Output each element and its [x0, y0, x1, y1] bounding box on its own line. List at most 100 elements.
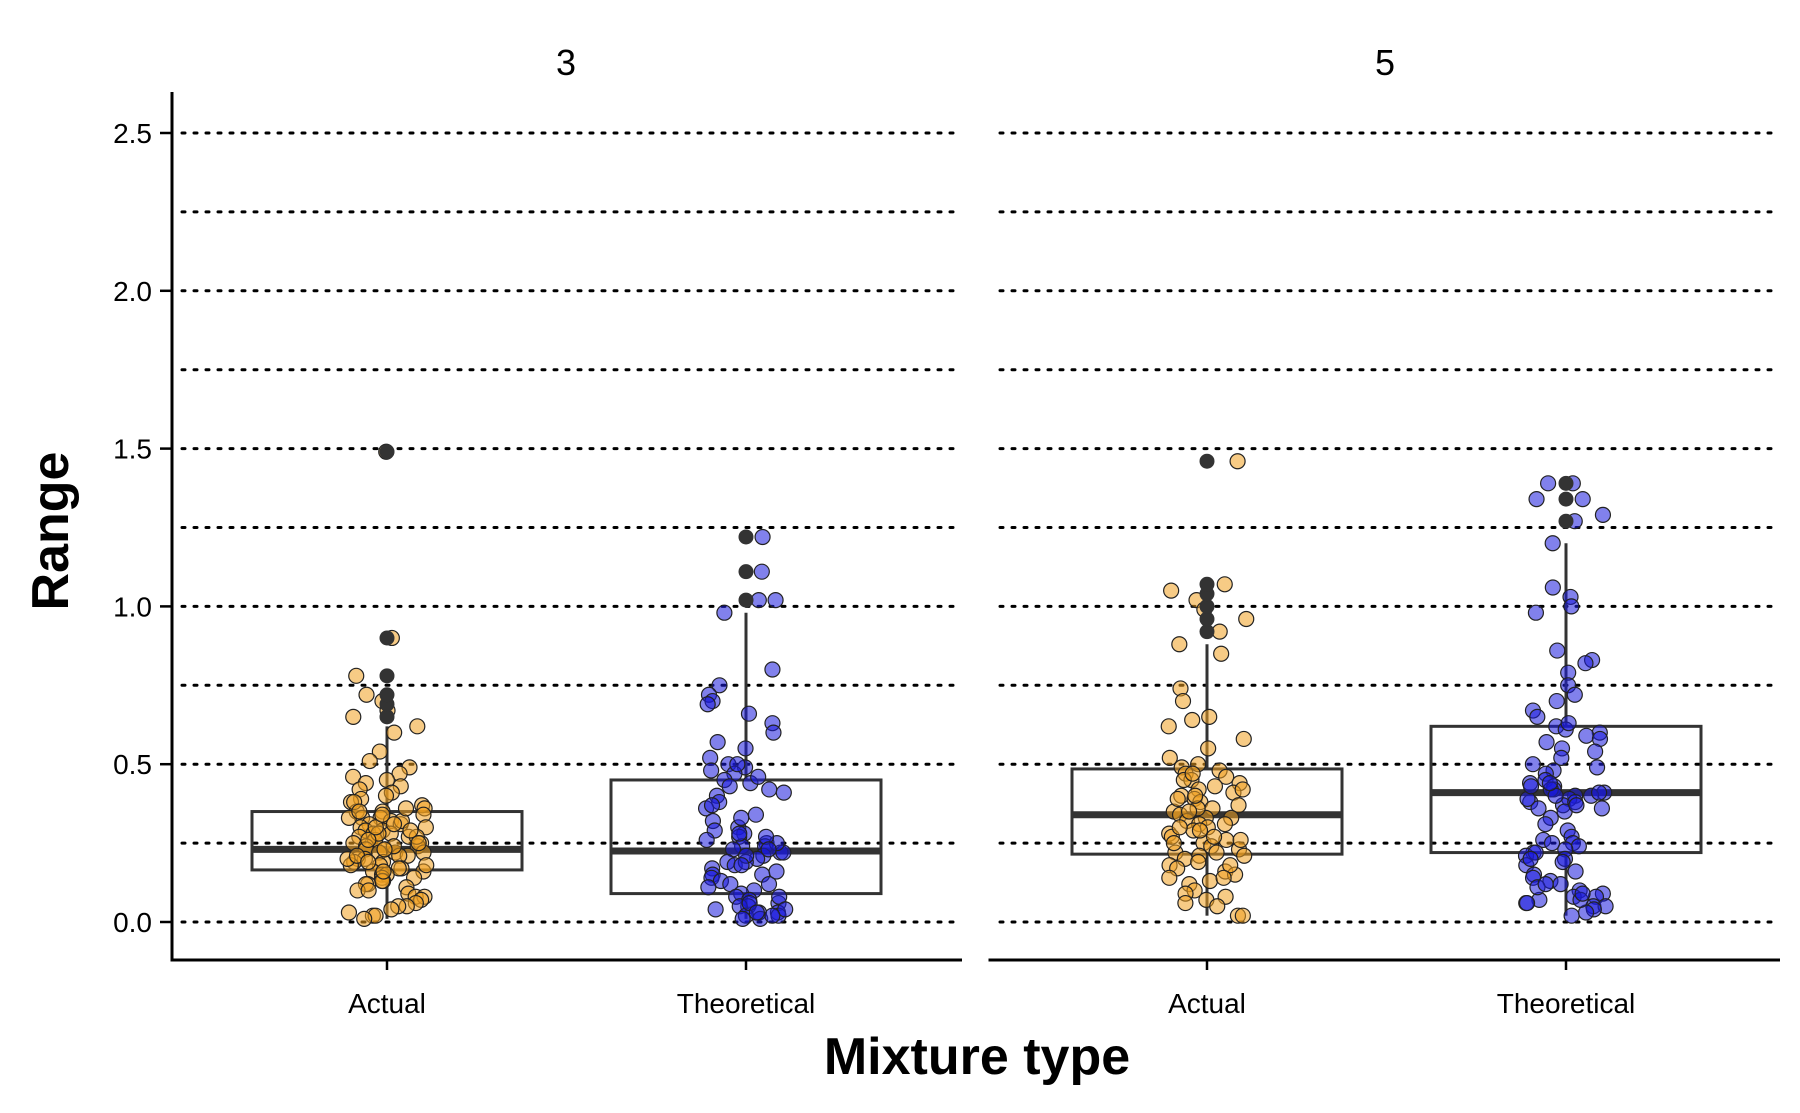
- data-point-theoretical: [1560, 715, 1577, 732]
- data-point-theoretical: [737, 740, 754, 757]
- y-tick-label: 0.0: [113, 907, 152, 938]
- data-point-theoretical: [747, 806, 765, 823]
- data-point-theoretical: [1587, 743, 1604, 760]
- data-point-theoretical: [734, 910, 751, 927]
- y-tick-label: 1.5: [113, 434, 152, 465]
- data-point-actual: [1161, 749, 1178, 766]
- data-point-actual: [360, 853, 377, 871]
- data-point-actual: [374, 806, 391, 823]
- y-tick-label: 1.0: [113, 591, 152, 622]
- data-point-actual: [1160, 718, 1177, 735]
- data-point-actual: [358, 686, 375, 703]
- outlier-point: [1199, 624, 1215, 640]
- data-point-actual: [1187, 787, 1204, 804]
- axes: [160, 92, 1780, 970]
- data-point-theoretical: [760, 841, 777, 858]
- data-point-actual: [376, 841, 393, 858]
- data-point-theoretical: [699, 696, 716, 713]
- data-point-theoretical: [1594, 506, 1612, 523]
- data-point-actual: [1161, 869, 1178, 886]
- data-point-theoretical: [709, 734, 726, 751]
- data-point-actual: [1184, 711, 1201, 729]
- data-point-theoretical: [1544, 535, 1561, 552]
- data-point-theoretical: [754, 528, 771, 546]
- data-point-actual: [1209, 898, 1226, 915]
- outlier-point: [1558, 475, 1574, 491]
- data-point-actual: [1236, 847, 1253, 864]
- data-point-actual: [1215, 869, 1232, 886]
- data-point-actual: [367, 819, 384, 836]
- data-point-actual: [1235, 730, 1252, 748]
- data-point-actual: [1165, 834, 1182, 852]
- data-point-actual: [1205, 828, 1223, 845]
- data-point-theoretical: [1544, 579, 1561, 596]
- y-tick-label: 0.5: [113, 749, 152, 780]
- data-point-theoretical: [1527, 604, 1545, 621]
- gridlines: [180, 131, 1780, 924]
- data-point-theoretical: [698, 831, 715, 849]
- data-point-theoretical: [1541, 775, 1559, 792]
- outlier-point: [1558, 513, 1574, 529]
- data-point-theoretical: [1529, 708, 1546, 725]
- data-point-actual: [1177, 894, 1194, 912]
- outlier-point: [1199, 598, 1215, 614]
- data-point-actual: [1238, 610, 1255, 628]
- data-point-actual: [360, 831, 377, 849]
- data-point-actual: [1234, 907, 1251, 924]
- outlier-point: [379, 687, 395, 703]
- outlier-point: [738, 592, 754, 608]
- data-point-theoretical: [760, 876, 778, 893]
- data-point-actual: [1206, 778, 1224, 795]
- outlier-point: [1558, 491, 1574, 507]
- data-point-actual: [385, 816, 403, 833]
- data-point-actual: [371, 743, 388, 760]
- boxplots: [250, 543, 1703, 919]
- data-point-theoretical: [764, 907, 781, 924]
- data-point-actual: [397, 800, 415, 817]
- panel-strip-label: 5: [1375, 42, 1395, 83]
- data-point-actual: [345, 708, 362, 725]
- data-point-actual: [1216, 816, 1234, 833]
- data-point-theoretical: [1538, 734, 1555, 751]
- data-point-actual: [340, 904, 358, 921]
- data-point-actual: [1213, 645, 1230, 662]
- data-point-actual: [1229, 453, 1246, 470]
- data-point-actual: [409, 718, 426, 735]
- data-point-theoretical: [1563, 907, 1580, 924]
- data-point-theoretical: [733, 809, 750, 826]
- data-point-actual: [361, 752, 378, 770]
- data-point-actual: [418, 857, 435, 874]
- data-point-theoretical: [750, 768, 767, 785]
- labels: Mixture type Range Actual Theoretical 3 Act…: [22, 42, 1635, 1086]
- data-point-actual: [356, 910, 373, 927]
- outlier-point: [379, 709, 395, 725]
- x-tick-label-theoretical: Theoretical: [1497, 988, 1636, 1019]
- data-point-theoretical: [740, 705, 758, 722]
- outlier-point: [738, 529, 754, 545]
- x-tick-label-theoretical: Theoretical: [677, 988, 816, 1019]
- data-point-actual: [1191, 822, 1209, 839]
- data-point-theoretical: [1554, 853, 1571, 871]
- data-point-actual: [1180, 803, 1198, 820]
- data-point-theoretical: [1537, 816, 1554, 833]
- data-point-actual: [360, 882, 377, 899]
- data-point-actual: [402, 822, 419, 839]
- data-point-theoretical: [731, 825, 748, 842]
- data-point-theoretical: [1593, 800, 1611, 817]
- data-point-actual: [1201, 708, 1218, 725]
- data-point-theoretical: [767, 591, 784, 609]
- y-tick-label: 2.0: [113, 276, 152, 307]
- y-axis-title: Range: [22, 452, 80, 611]
- data-point-theoretical: [1578, 727, 1595, 744]
- data-point-theoretical: [1518, 894, 1536, 912]
- data-point-theoretical: [1590, 784, 1608, 801]
- data-point-theoretical: [1552, 876, 1569, 893]
- data-point-theoretical: [721, 778, 738, 795]
- data-point-theoretical: [729, 756, 746, 773]
- data-point-theoretical: [750, 591, 767, 609]
- data-point-theoretical: [1566, 686, 1583, 703]
- x-tick-label-actual: Actual: [1168, 988, 1246, 1019]
- data-point-theoretical: [1530, 800, 1547, 817]
- data-point-actual: [1174, 692, 1192, 710]
